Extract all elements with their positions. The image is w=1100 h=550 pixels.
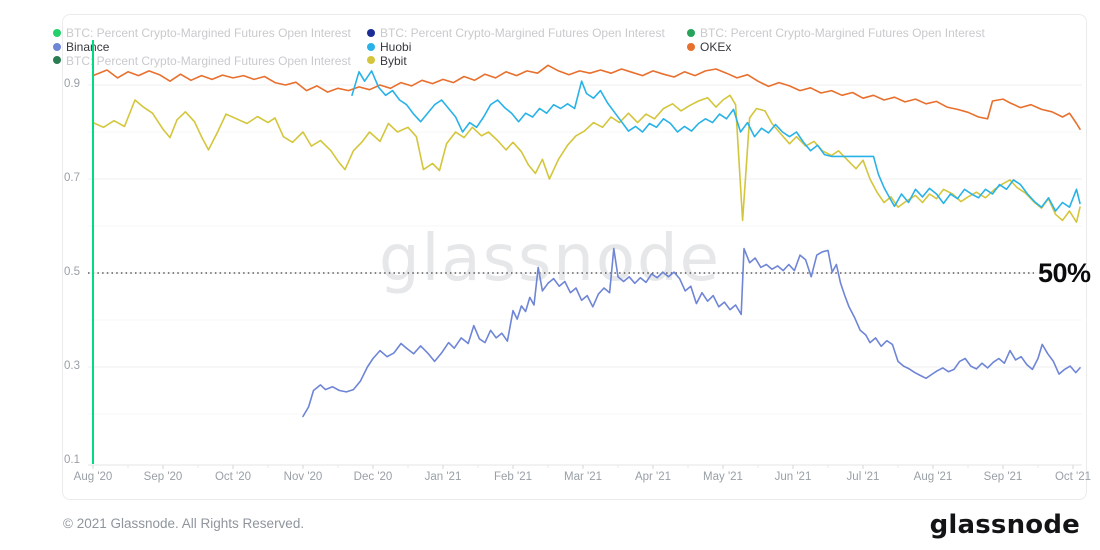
glassnode-watermark: glassnode bbox=[378, 222, 722, 296]
legend-item-binance[interactable]: Binance bbox=[53, 40, 351, 54]
legend-item-bybit[interactable]: Bybit bbox=[367, 54, 665, 68]
legend-label: OKEx bbox=[700, 39, 732, 54]
legend-column-1: BTC: Percent Crypto-Margined Futures Ope… bbox=[53, 26, 351, 68]
x-axis-label: Aug '20 bbox=[73, 471, 113, 483]
legend-item-btc-percent-1[interactable]: BTC: Percent Crypto-Margined Futures Ope… bbox=[53, 26, 351, 40]
legend-label: BTC: Percent Crypto-Margined Futures Ope… bbox=[380, 25, 665, 40]
legend-dot-green-icon bbox=[53, 28, 61, 37]
legend-label: Huobi bbox=[380, 39, 412, 54]
x-axis-label: Nov '20 bbox=[283, 471, 323, 483]
legend-item-btc-percent-3[interactable]: BTC: Percent Crypto-Margined Futures Ope… bbox=[367, 26, 665, 40]
x-axis-label: Feb '21 bbox=[494, 471, 532, 483]
x-axis-label: Jul '21 bbox=[846, 471, 880, 483]
legend-dot-bybit-icon bbox=[367, 56, 375, 65]
x-axis-label: Apr '21 bbox=[634, 471, 672, 483]
y-axis-label: 0.7 bbox=[64, 172, 80, 184]
x-axis-label: Sep '21 bbox=[983, 471, 1023, 483]
legend-label: BTC: Percent Crypto-Margined Futures Ope… bbox=[66, 53, 351, 68]
x-axis-label: Oct '20 bbox=[214, 471, 252, 483]
x-axis-label: Sep '20 bbox=[143, 471, 183, 483]
x-axis-label: Jun '21 bbox=[774, 471, 812, 483]
legend-label: Bybit bbox=[380, 53, 407, 68]
legend-dot-huobi-icon bbox=[367, 42, 375, 51]
legend-item-okex[interactable]: OKEx bbox=[687, 40, 985, 54]
y-axis-label: 0.1 bbox=[64, 454, 80, 466]
legend-dot-binance-icon bbox=[53, 42, 61, 51]
legend-column-3: BTC: Percent Crypto-Margined Futures Ope… bbox=[687, 26, 985, 54]
legend-item-btc-percent-2[interactable]: BTC: Percent Crypto-Margined Futures Ope… bbox=[53, 54, 351, 68]
footer-copyright: © 2021 Glassnode. All Rights Reserved. bbox=[63, 516, 305, 531]
legend-dot-darkgreen-icon bbox=[53, 56, 61, 65]
legend-item-btc-percent-4[interactable]: BTC: Percent Crypto-Margined Futures Ope… bbox=[687, 26, 985, 40]
legend-label: BTC: Percent Crypto-Margined Futures Ope… bbox=[700, 25, 985, 40]
annotation-50pct-label: 50% bbox=[1038, 258, 1091, 288]
y-axis-label: 0.9 bbox=[64, 78, 80, 90]
y-axis-label: 0.5 bbox=[64, 266, 80, 278]
legend-dot-green2-icon bbox=[687, 28, 695, 37]
legend-dot-navy-icon bbox=[367, 28, 375, 37]
x-axis-label: May '21 bbox=[703, 471, 743, 483]
legend-item-huobi[interactable]: Huobi bbox=[367, 40, 665, 54]
x-axis-label: Oct '21 bbox=[1054, 471, 1092, 483]
x-axis-label: Mar '21 bbox=[564, 471, 602, 483]
y-axis-label: 0.3 bbox=[64, 360, 80, 372]
legend-dot-okex-icon bbox=[687, 42, 695, 51]
legend-column-2: BTC: Percent Crypto-Margined Futures Ope… bbox=[367, 26, 665, 68]
legend-label: BTC: Percent Crypto-Margined Futures Ope… bbox=[66, 25, 351, 40]
glassnode-logo: glassnode bbox=[929, 510, 1080, 540]
legend-label: Binance bbox=[66, 39, 110, 54]
x-axis-label: Dec '20 bbox=[353, 471, 393, 483]
x-axis-label: Jan '21 bbox=[424, 471, 462, 483]
x-axis-label: Aug '21 bbox=[913, 471, 953, 483]
